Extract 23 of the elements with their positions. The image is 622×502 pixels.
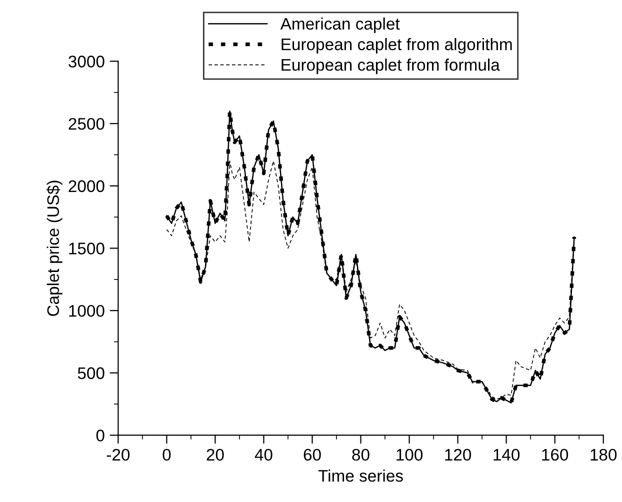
x-axis-title: Time series bbox=[318, 470, 403, 482]
x-tick-label: 180 bbox=[590, 448, 617, 461]
y-tick-label: 0 bbox=[96, 430, 104, 442]
x-tick-label: 100 bbox=[396, 448, 423, 461]
legend-label: European caplet from formula bbox=[282, 58, 500, 74]
x-tick-label: 140 bbox=[494, 448, 520, 461]
x-tick-label: 40 bbox=[254, 448, 272, 461]
y-axis-title: Caplet price (US$) bbox=[46, 180, 62, 316]
y-tick-label: 3000 bbox=[68, 56, 104, 68]
y-tick-label: 1000 bbox=[69, 304, 104, 317]
x-tick-label: -20 bbox=[106, 448, 130, 461]
x-tick-label: 120 bbox=[445, 448, 472, 461]
y-tick-label: 2500 bbox=[68, 118, 104, 130]
y-tick-label: 500 bbox=[78, 367, 104, 380]
y-tick-label: 1500 bbox=[69, 242, 104, 254]
legend-label: European caplet from algorithm bbox=[282, 38, 512, 54]
x-tick-label: 160 bbox=[542, 448, 568, 461]
x-tick-label: 60 bbox=[304, 448, 321, 461]
x-tick-label: 20 bbox=[206, 448, 224, 461]
legend-label: American caplet bbox=[280, 17, 400, 34]
y-tick-label: 2000 bbox=[68, 180, 104, 192]
x-tick-label: 80 bbox=[352, 448, 370, 461]
x-tick-label: 0 bbox=[162, 448, 171, 461]
